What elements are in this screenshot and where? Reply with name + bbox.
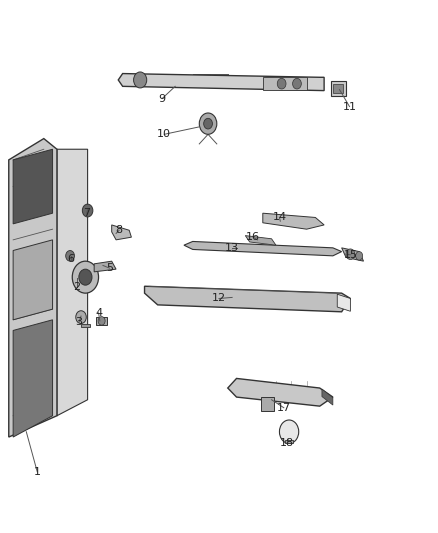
Polygon shape: [9, 139, 57, 437]
Text: 16: 16: [246, 232, 260, 242]
Text: 2: 2: [73, 282, 80, 292]
Text: 4: 4: [95, 308, 102, 318]
Circle shape: [76, 311, 86, 324]
Circle shape: [204, 118, 212, 129]
Circle shape: [199, 113, 217, 134]
Text: 9: 9: [159, 94, 166, 103]
Circle shape: [279, 420, 299, 443]
Circle shape: [66, 251, 74, 261]
Circle shape: [72, 261, 99, 293]
Polygon shape: [342, 248, 364, 261]
Polygon shape: [285, 440, 293, 443]
Text: 7: 7: [83, 208, 90, 218]
Circle shape: [346, 249, 355, 260]
Polygon shape: [263, 213, 324, 229]
Circle shape: [98, 317, 105, 325]
Text: 17: 17: [277, 403, 291, 413]
Polygon shape: [184, 241, 342, 256]
Circle shape: [293, 78, 301, 89]
Polygon shape: [331, 81, 346, 96]
Polygon shape: [94, 261, 116, 272]
Text: 1: 1: [34, 467, 41, 477]
Polygon shape: [145, 286, 350, 312]
Text: 5: 5: [106, 263, 113, 273]
Polygon shape: [112, 225, 131, 240]
Polygon shape: [13, 240, 53, 320]
Polygon shape: [322, 389, 333, 405]
Polygon shape: [57, 149, 88, 416]
Text: 15: 15: [343, 250, 357, 260]
Text: 10: 10: [157, 130, 171, 139]
Polygon shape: [13, 320, 53, 437]
Circle shape: [134, 72, 147, 88]
Circle shape: [277, 78, 286, 89]
Polygon shape: [263, 77, 307, 90]
Polygon shape: [81, 324, 90, 327]
Polygon shape: [245, 236, 276, 245]
Text: 14: 14: [272, 213, 286, 222]
Polygon shape: [13, 149, 53, 224]
Circle shape: [82, 204, 93, 217]
Polygon shape: [333, 84, 343, 93]
Text: 12: 12: [212, 294, 226, 303]
Polygon shape: [337, 294, 350, 311]
Text: 13: 13: [225, 243, 239, 253]
Polygon shape: [261, 397, 274, 411]
Polygon shape: [228, 378, 333, 406]
Polygon shape: [96, 317, 107, 325]
Circle shape: [79, 269, 92, 285]
Text: 6: 6: [67, 254, 74, 263]
Text: 3: 3: [75, 318, 82, 327]
Circle shape: [356, 252, 363, 260]
Polygon shape: [118, 74, 324, 91]
Text: 8: 8: [116, 225, 123, 235]
Text: 18: 18: [280, 439, 294, 448]
Text: 11: 11: [343, 102, 357, 111]
